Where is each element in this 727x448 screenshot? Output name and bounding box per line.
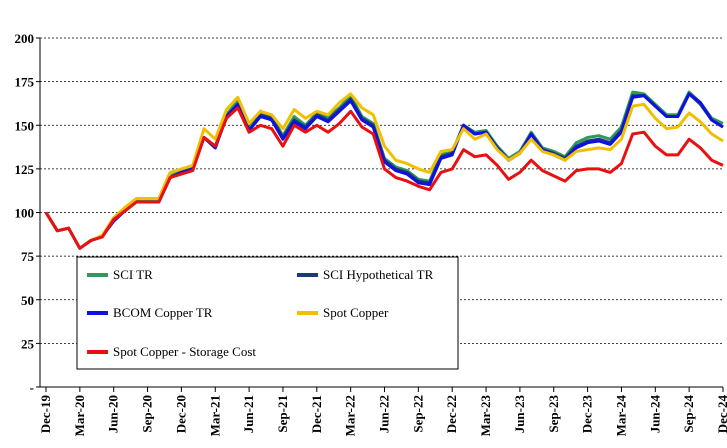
x-tick-label-Jun-21: Jun-21 (241, 395, 256, 433)
legend-label-bcom-copper-tr: BCOM Copper TR (113, 305, 213, 320)
x-tick-label-Mar-22: Mar-22 (343, 395, 358, 436)
series-line-sci-hypothetical-tr (44, 92, 724, 250)
y-tick-label-150: 150 (15, 118, 35, 133)
x-tick-label-Mar-20: Mar-20 (72, 395, 87, 436)
y-tick-label-200: 200 (15, 31, 35, 46)
y-tick-label-125: 125 (15, 162, 35, 177)
x-tick-label-Dec-21: Dec-21 (309, 395, 324, 433)
y-tick-label-50: 50 (21, 293, 34, 308)
legend-label-spot-copper-storage-cost: Spot Copper - Storage Cost (113, 344, 256, 359)
x-tick-label-Sep-23: Sep-23 (546, 395, 561, 433)
series-line-spot-copper-storage-cost (44, 106, 724, 250)
x-tick-label-Dec-24: Dec-24 (715, 395, 727, 434)
y-tick-label-75: 75 (21, 249, 35, 264)
legend-label-spot-copper: Spot Copper (323, 305, 389, 320)
y-tick-label-100: 100 (15, 206, 35, 221)
legend-box (76, 256, 459, 370)
legend: SCI TR SCI Hypothetical TR BCOM Copper T… (76, 256, 459, 370)
x-tick-label-Sep-21: Sep-21 (275, 395, 290, 433)
y-tick-label-0: - (30, 380, 34, 395)
x-tick-label-Mar-23: Mar-23 (478, 395, 493, 437)
x-tick-label-Sep-24: Sep-24 (681, 395, 696, 433)
series-lines (44, 90, 724, 250)
x-tick-label-Mar-24: Mar-24 (613, 395, 628, 437)
y-tick-label-175: 175 (15, 75, 35, 90)
x-tick-label-Dec-23: Dec-23 (580, 395, 595, 434)
x-tick-label-Jun-24: Jun-24 (647, 395, 662, 434)
series-line-bcom-copper-tr (44, 92, 724, 250)
x-axis-ticks: Dec-19 Mar-20 Jun-20 Sep-20 Dec-20 Mar-21 Jun-… (38, 387, 727, 436)
legend-label-sci-tr: SCI TR (113, 267, 153, 282)
x-tick-label-Dec-20: Dec-20 (173, 395, 188, 433)
series-line-spot-copper (44, 92, 724, 250)
legend-label-sci-hypothetical-tr: SCI Hypothetical TR (323, 267, 434, 282)
x-tick-label-Dec-19: Dec-19 (38, 395, 53, 434)
x-tick-label-Jun-22: Jun-22 (377, 395, 392, 433)
x-tick-label-Sep-22: Sep-22 (410, 395, 425, 433)
x-tick-label-Jun-23: Jun-23 (512, 395, 527, 434)
x-tick-label-Sep-20: Sep-20 (140, 395, 155, 433)
y-tick-label-25: 25 (21, 336, 35, 351)
y-axis-ticks: - 25 50 75 100 125 150 175 200 (15, 31, 40, 395)
x-tick-label-Mar-21: Mar-21 (207, 395, 222, 436)
x-tick-label-Jun-20: Jun-20 (106, 395, 121, 433)
x-tick-label-Dec-22: Dec-22 (444, 395, 459, 433)
